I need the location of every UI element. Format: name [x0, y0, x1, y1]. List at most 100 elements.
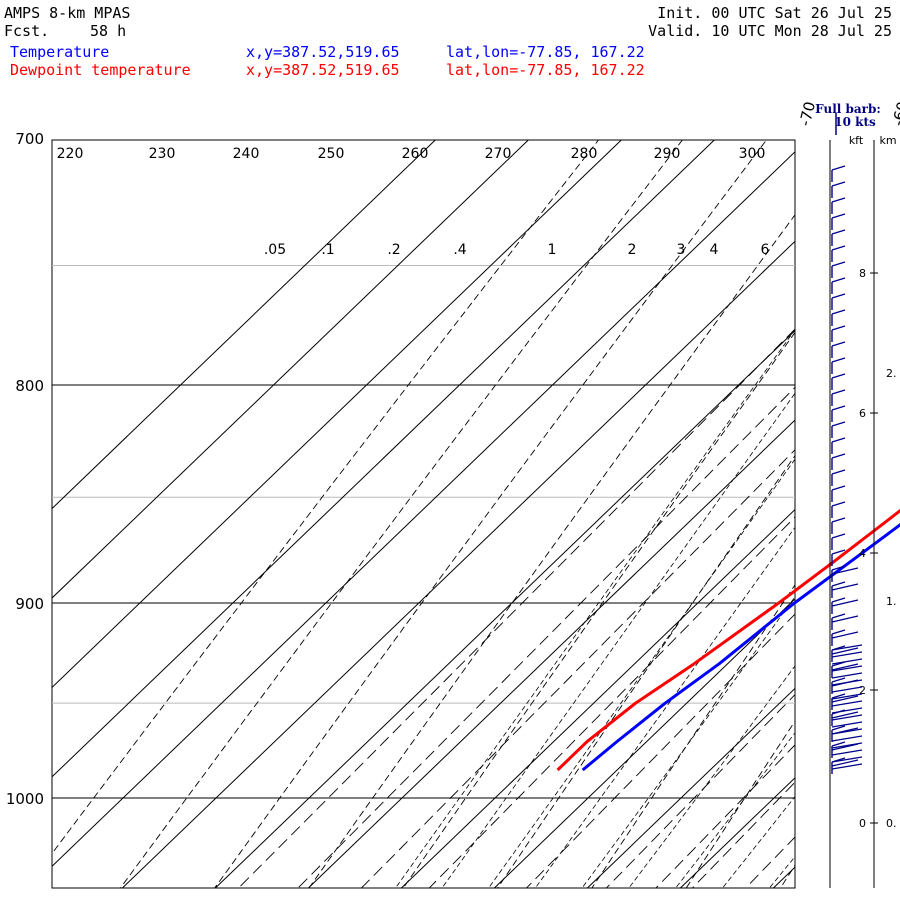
barb-legend-line2: 10 kts — [834, 115, 876, 129]
mixing-ratio-label: .4 — [453, 242, 466, 258]
wind-barb — [831, 389, 846, 406]
dry-adiabat — [402, 331, 795, 888]
pressure-label: 1000 — [6, 790, 44, 808]
mixing-ratio-label: 1 — [548, 242, 557, 258]
wind-barb-flag — [831, 756, 863, 763]
theta-label: 300 — [739, 146, 766, 162]
series-label-dewpoint: Dewpoint temperature — [10, 61, 191, 79]
wind-barb — [831, 261, 846, 278]
sounding-series — [556, 508, 900, 772]
wind-barb — [831, 597, 859, 614]
theta-label: 280 — [571, 146, 598, 162]
wind-barb-flag — [831, 714, 863, 721]
isotherm-label: -60 — [889, 100, 900, 128]
theta-label: 220 — [57, 146, 84, 162]
wind-barb — [831, 629, 859, 646]
mixing-ratio-line — [655, 744, 795, 888]
wind-barb-flag — [831, 665, 863, 672]
isotherm — [308, 419, 795, 888]
wind-barb — [831, 309, 846, 326]
pressure-label: 700 — [15, 130, 44, 148]
wind-barb-flag — [831, 735, 863, 742]
mixing-ratio-label: .2 — [387, 242, 400, 258]
wind-barb — [831, 197, 846, 214]
series-latlon-temperature: lat,lon=-77.85, 167.22 — [446, 43, 645, 61]
dry-adiabat-lines — [52, 140, 795, 888]
wind-barb — [831, 517, 846, 534]
wind-barb-flag — [831, 728, 863, 735]
moist-adiabat — [534, 526, 795, 888]
wind-barb-flag — [831, 742, 863, 749]
wind-barb — [831, 325, 846, 342]
moist-adiabat — [581, 596, 795, 888]
wind-barb — [831, 501, 846, 518]
isotherm-lines — [52, 140, 795, 888]
mixing-ratio-label: .05 — [264, 242, 286, 258]
wind-barb — [831, 533, 846, 550]
wind-barb-flag — [831, 644, 863, 651]
pressure-label: 800 — [15, 377, 44, 395]
km-axis-label: km — [879, 134, 896, 147]
mixing-ratio-label: 6 — [761, 242, 770, 258]
mixing-ratio-label: 3 — [677, 242, 686, 258]
series-xy-dewpoint: x,y=387.52,519.65 — [246, 61, 400, 79]
wind-barb — [831, 693, 859, 710]
forecast-hour: 58 h — [90, 22, 127, 40]
mixing-ratio-line — [525, 613, 795, 888]
km-tick-label: 2. — [886, 367, 897, 380]
theta-label: 250 — [318, 146, 345, 162]
wind-barb — [831, 165, 846, 182]
wind-barb — [831, 565, 859, 582]
wind-barb-flag — [831, 693, 863, 700]
wind-barb-flag — [831, 749, 863, 756]
wind-barb — [831, 213, 846, 230]
moist-adiabat — [675, 732, 795, 888]
series-xy-temperature: x,y=387.52,519.65 — [246, 43, 400, 61]
wind-barb-flag — [831, 763, 863, 770]
km-tick-label: 1. — [886, 595, 897, 608]
mixing-ratio-line — [428, 516, 795, 888]
valid-time: Valid. 10 UTC Mon 28 Jul 25 — [648, 22, 892, 40]
moist-adiabat — [441, 392, 795, 888]
mixing-ratio-label: 4 — [710, 242, 719, 258]
isotherm — [401, 508, 795, 888]
kft-tick-label: 6 — [859, 407, 866, 420]
wind-barb-flag — [831, 686, 863, 693]
dry-adiabat — [591, 584, 795, 888]
kft-tick-label: 0 — [859, 817, 866, 830]
wind-barb-flag — [831, 658, 863, 665]
wind-barb — [831, 277, 846, 294]
isotherm — [52, 140, 715, 778]
isotherm-label: -70 — [796, 100, 819, 128]
wind-barb — [831, 549, 846, 566]
dry-adiabat — [119, 140, 683, 888]
moist-adiabat-lines — [395, 329, 795, 888]
wind-barb-flag — [831, 651, 863, 658]
kft-tick-label: 4 — [859, 547, 866, 560]
wind-barb — [831, 245, 846, 262]
mixing-ratio-line — [605, 694, 795, 888]
wind-barb — [831, 453, 846, 470]
wind-barb — [831, 405, 846, 422]
theta-label: 260 — [402, 146, 429, 162]
temperature-profile — [581, 523, 900, 772]
mixing-ratio-lines — [237, 328, 795, 888]
wind-barb — [831, 613, 859, 630]
moist-adiabat — [768, 856, 795, 888]
isotherm — [122, 240, 795, 888]
forecast-label: Fcst. — [4, 22, 50, 40]
barb-legend-line1: Full barb: — [815, 102, 881, 116]
wind-barb-flag — [831, 672, 863, 679]
wind-barb — [831, 581, 859, 598]
wind-barb — [831, 293, 846, 310]
wind-barb — [831, 485, 846, 502]
wind-barb — [831, 437, 846, 454]
mixing-ratio-label: 2 — [628, 242, 637, 258]
kft-axis-label: kft — [849, 134, 864, 147]
theta-label: 270 — [485, 146, 512, 162]
wind-barb — [831, 181, 846, 198]
moist-adiabat — [395, 329, 795, 888]
background-grid — [52, 265, 795, 799]
theta-label: 290 — [654, 146, 681, 162]
